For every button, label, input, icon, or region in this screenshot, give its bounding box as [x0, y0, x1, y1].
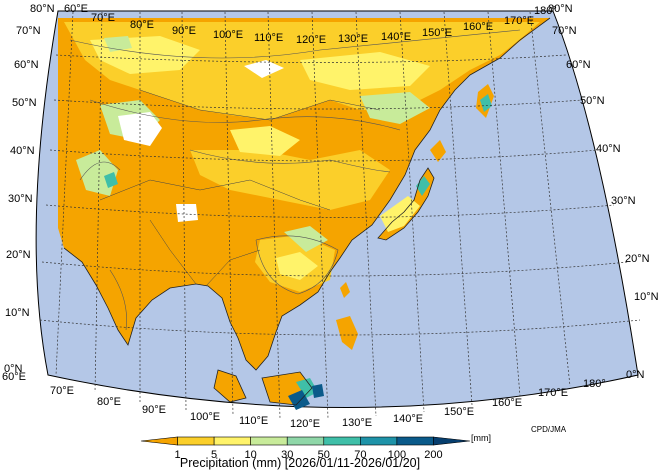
lat-label-left: 0°N [4, 363, 23, 375]
lon-label-top: 70°E [91, 12, 115, 24]
lat-label-right: 0°N [626, 369, 645, 381]
lat-label-left: 10°N [5, 307, 30, 319]
lat-label-right: 10°N [634, 291, 659, 303]
lon-label-bottom: 100°E [190, 411, 220, 423]
colorbar-tick-label: 70 [354, 449, 366, 461]
lon-label-bottom: 170°E [538, 387, 568, 399]
credit-label: CPD/JMA [531, 425, 567, 434]
lat-label-right: 40°N [596, 143, 621, 155]
lon-label-bottom: 90°E [142, 404, 166, 416]
lon-label-top: 170°E [504, 15, 534, 27]
colorbar-unit: [mm] [471, 433, 491, 443]
lon-label-bottom: 120°E [290, 418, 320, 430]
colorbar-tick-label: 10 [245, 449, 257, 461]
lon-label-top: 140°E [381, 31, 411, 43]
lon-label-top: 150°E [422, 27, 452, 39]
colorbar-cell [433, 436, 471, 446]
lon-label-top: 160°E [463, 21, 493, 33]
lat-label-left: 50°N [12, 97, 37, 109]
lat-label-left: 60°N [14, 59, 39, 71]
lon-label-bottom: 70°E [50, 385, 74, 397]
lon-label-top: 80°E [130, 19, 154, 31]
lon-label-bottom: 160°E [492, 397, 522, 409]
colorbar-cell [177, 436, 215, 446]
coastlines [63, 17, 551, 406]
lon-label-bottom: 140°E [393, 413, 423, 425]
colorbar-tick-label: 100 [388, 449, 406, 461]
graticule [39, 11, 641, 419]
lat-label-right: 50°N [580, 95, 605, 107]
lon-label-top: 130°E [338, 33, 368, 45]
colorbar-cell [250, 436, 288, 446]
lon-label-top: 100°E [213, 29, 243, 41]
lat-label-right: 60°N [566, 59, 591, 71]
lon-label-top: 60°E [64, 3, 88, 15]
colorbar-tick-label: 5 [211, 449, 217, 461]
lon-label-top: 120°E [296, 34, 326, 46]
lon-label-bottom: 130°E [342, 417, 372, 429]
colorbar-tick-label: 1 [174, 449, 180, 461]
colorbar-cell [396, 436, 434, 446]
lon-label-top: 110°E [254, 32, 283, 44]
lon-label-bottom: 150°E [444, 406, 474, 418]
lat-label-left: 70°N [16, 25, 41, 37]
colorbar-title: Precipitation (mm) [2026/01/11-2026/01/2… [179, 456, 421, 470]
lon-label-bottom: 180° [583, 378, 606, 390]
colorbar-cell [323, 436, 361, 446]
lon-label-bottom: 110°E [239, 415, 268, 427]
colorbar-tick-label: 30 [281, 449, 293, 461]
contour-lines [69, 29, 521, 331]
lat-label-right: 30°N [611, 195, 636, 207]
colorbar-tick-label: 200 [424, 449, 442, 461]
lat-label-left: 30°N [8, 193, 33, 205]
lat-label-left: 40°N [10, 145, 35, 157]
land-teal-precip [104, 94, 492, 398]
colorbar-cell [286, 436, 325, 446]
no-data-areas [118, 60, 284, 222]
lat-label-left: 80°N [30, 3, 55, 15]
colorbar-cell [360, 436, 398, 446]
lat-label-right: 70°N [552, 25, 577, 37]
lon-label-top: 180° [534, 5, 557, 17]
colorbar-cell [140, 436, 178, 446]
lat-label-right: 80°N [548, 3, 573, 15]
lon-label-bottom: 80°E [97, 396, 121, 408]
colorbar-tick-label: 50 [318, 449, 330, 461]
lon-label-bottom: 60°E [2, 371, 26, 383]
lat-label-right: 20°N [625, 253, 650, 265]
lat-label-left: 20°N [6, 249, 31, 261]
colorbar-cell [213, 436, 251, 446]
lon-label-top: 90°E [172, 25, 196, 37]
